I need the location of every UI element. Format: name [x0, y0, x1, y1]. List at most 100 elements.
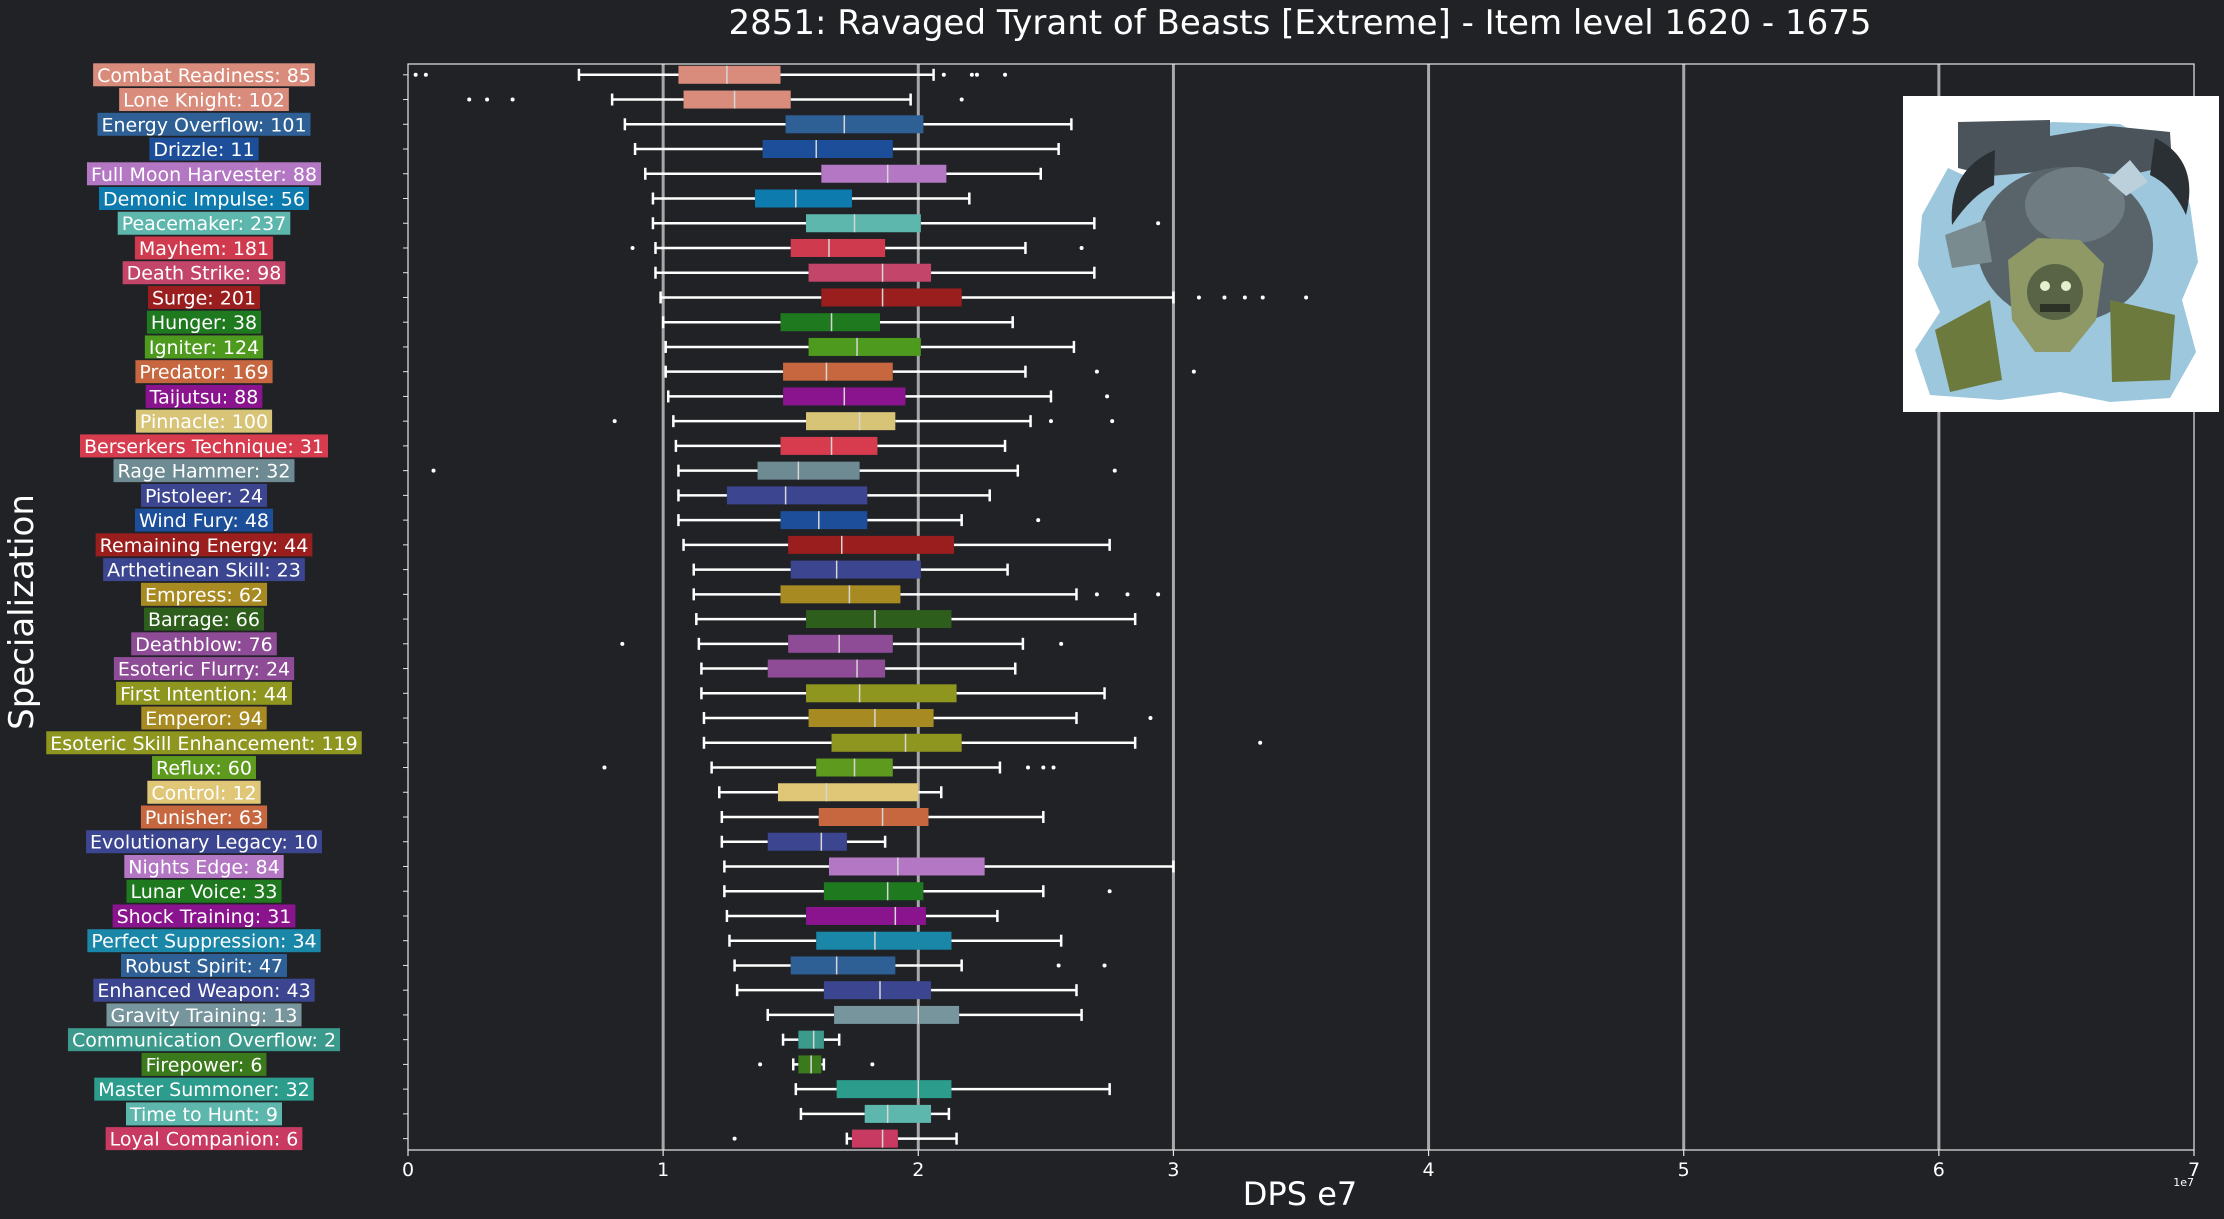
category-label-bg	[145, 384, 263, 408]
outlier-point	[1056, 963, 1061, 968]
outlier-point	[974, 72, 979, 77]
category-label-18: Wind Fury: 48	[134, 508, 274, 532]
category-label-text: Time to Hunt: 9	[129, 1104, 278, 1126]
category-label-bg	[126, 879, 282, 903]
category-label-35: Perfect Suppression: 34	[87, 929, 321, 953]
iqr-box	[780, 436, 878, 455]
iqr-box	[816, 931, 952, 950]
iqr-box	[788, 535, 955, 554]
outlier-point	[1156, 221, 1161, 226]
box-row-18	[403, 511, 1041, 530]
box-row-6	[403, 214, 1161, 233]
outlier-point	[485, 97, 490, 102]
outlier-point	[1025, 765, 1030, 770]
category-label-32: Nights Edge: 84	[124, 854, 284, 878]
category-label-text: Punisher: 63	[145, 807, 263, 829]
outlier-point	[1107, 889, 1112, 894]
category-label-text: Death Strike: 98	[127, 263, 282, 285]
category-label-bg	[86, 162, 322, 186]
iqr-box	[785, 115, 924, 134]
iqr-box	[762, 140, 893, 159]
iqr-box	[831, 733, 962, 752]
category-label-23: Deathblow: 76	[131, 632, 277, 656]
outlier-point	[1051, 765, 1056, 770]
category-label-3: Drizzle: 11	[149, 137, 259, 161]
outlier-point	[732, 1136, 737, 1141]
outlier-point	[1102, 963, 1107, 968]
box-row-36	[403, 956, 1107, 975]
box-row-40	[403, 1055, 875, 1074]
outlier-point	[510, 97, 515, 102]
category-label-bg	[131, 632, 277, 656]
iqr-box	[790, 238, 886, 257]
category-label-25: First Intention: 44	[116, 681, 292, 705]
category-label-text: Shock Training: 31	[117, 906, 292, 928]
category-label-43: Loyal Companion: 6	[105, 1127, 303, 1151]
category-label-text: Remaining Energy: 44	[100, 535, 309, 557]
category-label-6: Peacemaker: 237	[117, 211, 291, 235]
iqr-box	[851, 1129, 898, 1148]
category-label-text: Energy Overflow: 101	[101, 114, 306, 136]
category-label-20: Arthetinean Skill: 23	[103, 558, 305, 582]
category-label-text: Hunger: 38	[151, 312, 257, 334]
box-row-25	[403, 684, 1106, 703]
outlier-point	[1048, 419, 1053, 424]
category-label-text: Igniter: 124	[149, 337, 259, 359]
box-row-30	[403, 808, 1045, 826]
category-label-bg	[80, 434, 328, 458]
category-label-text: Mayhem: 181	[139, 238, 269, 260]
outlier-point	[612, 419, 617, 424]
category-label-21: Empress: 62	[140, 582, 268, 606]
category-label-text: Demonic Impulse: 56	[103, 189, 305, 211]
outlier-point	[1110, 419, 1115, 424]
box-row-39	[403, 1030, 841, 1049]
box-row-14	[403, 412, 1115, 431]
iqr-box	[823, 882, 924, 901]
iqr-box	[683, 90, 791, 109]
box-row-37	[403, 981, 1078, 1000]
iqr-box	[780, 313, 881, 332]
outlier-point	[1191, 369, 1196, 374]
iqr-box	[754, 189, 852, 208]
category-label-text: Lone Knight: 102	[123, 90, 285, 112]
category-label-2: Energy Overflow: 101	[97, 112, 311, 136]
box-row-34	[403, 906, 999, 925]
category-labels: Combat Readiness: 85 Lone Knight: 102Ener…	[46, 63, 362, 1151]
category-label-22: Barrage: 66	[144, 607, 264, 631]
iqr-box	[767, 659, 886, 678]
category-label-10: Hunger: 38	[146, 310, 262, 334]
category-label-bg	[141, 1052, 267, 1076]
box-row-26	[403, 709, 1153, 728]
iqr-box	[777, 783, 919, 802]
category-label-12: Predator: 169	[135, 360, 273, 384]
category-label-bg	[93, 978, 315, 1002]
box-row-11	[403, 337, 1076, 356]
outlier-point	[630, 245, 635, 250]
category-label-8: Death Strike: 98	[122, 261, 286, 285]
outlier-point	[1304, 295, 1309, 300]
x-tick-label: 6	[1933, 1159, 1945, 1181]
iqr-box	[726, 486, 868, 505]
category-label-bg	[113, 657, 295, 681]
category-label-bg	[97, 112, 311, 136]
outlier-point	[1079, 245, 1084, 250]
category-label-9: Surge: 201	[147, 285, 261, 309]
category-label-text: Firepower: 6	[146, 1054, 263, 1076]
category-label-bg	[141, 706, 267, 730]
category-label-text: Full Moon Harvester: 88	[91, 164, 317, 186]
category-label-text: Enhanced Weapon: 43	[97, 980, 310, 1002]
category-label-bg	[106, 1003, 302, 1027]
box-row-13	[403, 387, 1110, 406]
category-label-text: Deathblow: 76	[135, 634, 273, 656]
box-row-9	[403, 288, 1309, 307]
x-tick-label: 1	[657, 1159, 669, 1181]
category-label-bg	[146, 310, 262, 334]
category-label-text: Combat Readiness: 85	[97, 65, 311, 87]
box-row-38	[403, 1005, 1083, 1024]
category-label-text: Pinnacle: 100	[140, 411, 268, 433]
category-label-41: Master Summoner: 32	[94, 1077, 314, 1101]
category-label-text: Drizzle: 11	[153, 139, 254, 161]
plot-area-frame	[407, 63, 2195, 1151]
outlier-point	[969, 72, 974, 77]
category-label-text: Taijutsu: 88	[149, 386, 259, 408]
